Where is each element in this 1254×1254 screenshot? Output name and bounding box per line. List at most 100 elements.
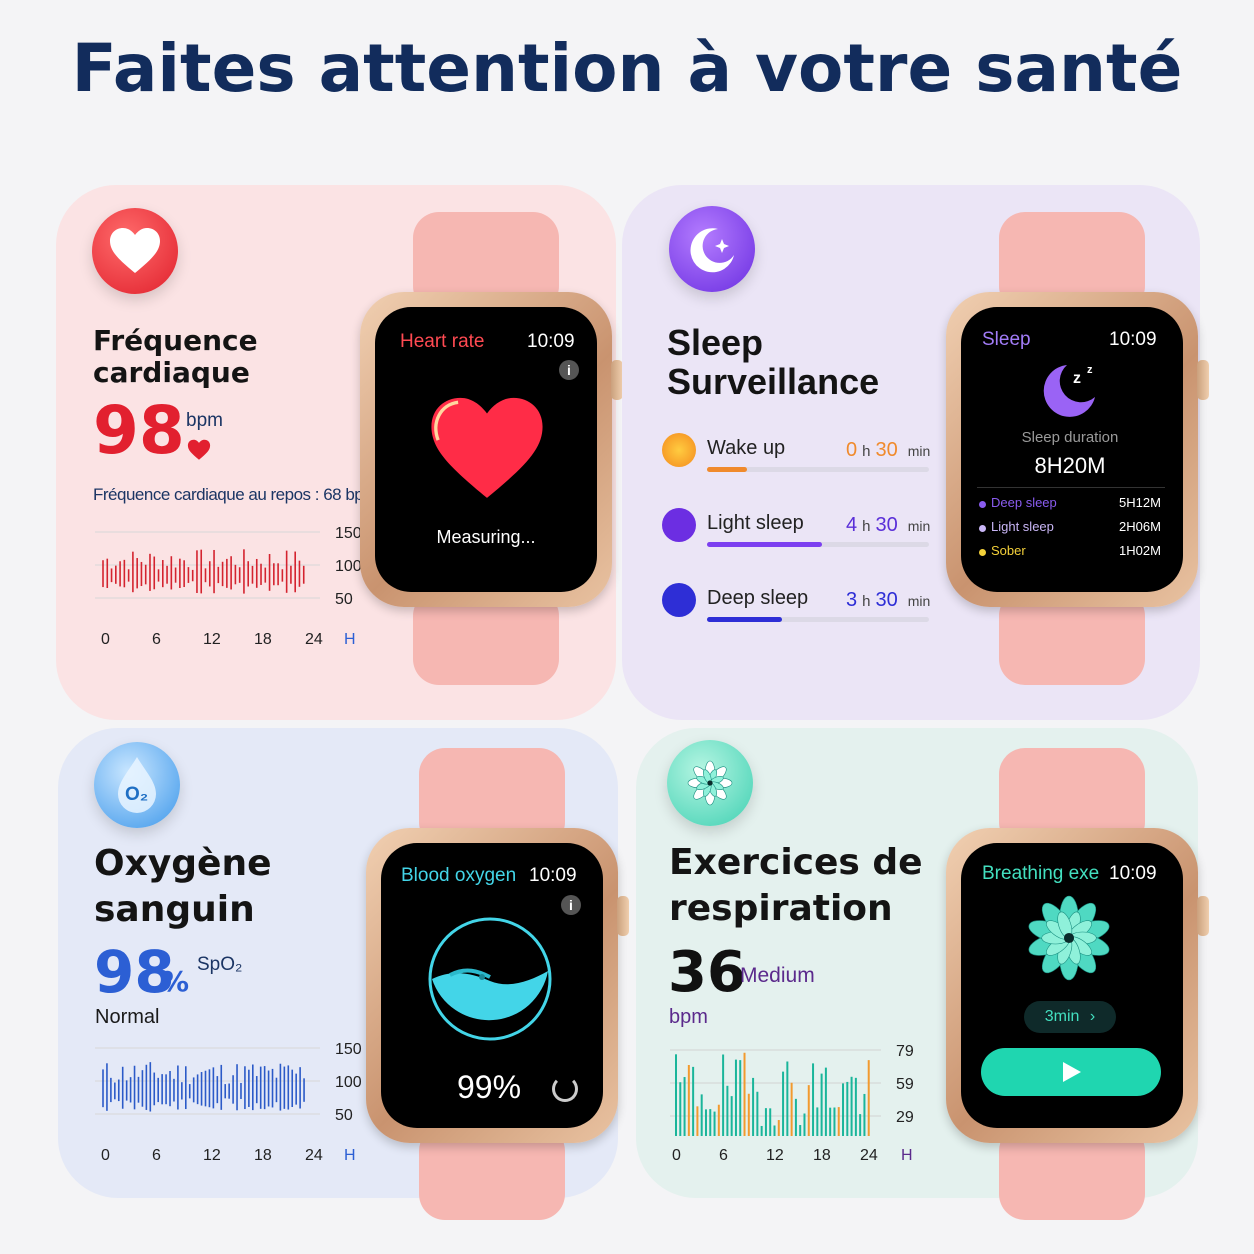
h-unit: h <box>862 518 871 535</box>
y-tick-label: 150 <box>335 525 362 542</box>
lotus-badge-icon <box>667 740 753 826</box>
minutes: 30 <box>875 439 898 461</box>
minutes: 30 <box>875 514 898 536</box>
info-icon[interactable]: i <box>559 360 579 380</box>
heart-unit: bpm <box>186 410 223 431</box>
oxygen-heading-line2: sanguin <box>94 889 255 930</box>
sleep-fill <box>707 467 747 472</box>
duration-pill[interactable]: 3min › <box>1024 1001 1116 1033</box>
oxygen-percent: % <box>161 965 190 998</box>
sleep-heading-line1: Sleep <box>667 322 764 363</box>
y-tick-label: 100 <box>335 1074 362 1091</box>
x-tick-label: 6 <box>719 1147 728 1164</box>
oxygen-drop-badge-icon: O₂ <box>94 742 180 828</box>
oxygen-value: 98 <box>94 938 175 1006</box>
sleep-item-label: Light sleep <box>991 519 1054 534</box>
refresh-icon[interactable] <box>552 1076 578 1102</box>
heart-value: 98 <box>93 392 185 469</box>
x-tick-label: 6 <box>152 1147 161 1164</box>
heart-badge-icon <box>92 208 178 294</box>
lotus-center <box>1063 932 1075 944</box>
sleep-watch-screen: Sleep 10:09 z z Sleep duration 8H20M Dee… <box>961 307 1183 592</box>
h-unit: h <box>862 593 871 610</box>
sleep-row-label: Deep sleep <box>707 587 809 609</box>
hours: 4 <box>846 514 858 536</box>
x-tick-label: 0 <box>672 1147 681 1164</box>
sleep-row-value: 4 h 30 min <box>846 514 930 537</box>
oxygen-chart: 150 100 50 0 6 12 18 24 H <box>95 1041 362 1164</box>
sleep-item-value: 1H02M <box>1119 543 1161 558</box>
sleep-fill <box>707 542 822 547</box>
x-tick-label: 18 <box>254 631 272 648</box>
sleep-item-label: Sober <box>991 543 1026 558</box>
sleep-item-label: Deep sleep <box>991 495 1057 510</box>
legend-dot <box>979 501 986 508</box>
oxygen-watch-time: 10:09 <box>529 865 577 886</box>
moon-badge-icon <box>669 206 755 292</box>
sleep-heading-line2: Surveillance <box>667 361 880 402</box>
heart-heading: Fréquence cardiaque <box>93 325 258 389</box>
sleep-fill <box>707 617 782 622</box>
breathing-watch-screen: Breathing exe 10:09 3min › <box>961 843 1183 1128</box>
hours: 3 <box>846 589 858 611</box>
y-tick-label: 79 <box>896 1043 914 1060</box>
legend-dot <box>979 549 986 556</box>
breathing-heading: Exercices de respiration <box>669 840 923 932</box>
x-tick-label: 18 <box>254 1147 272 1164</box>
y-tick-label: 100 <box>335 558 362 575</box>
x-tick-label: 12 <box>203 631 221 648</box>
legend-dot <box>979 525 986 532</box>
min-unit: min <box>907 443 931 459</box>
heart-watch-status: Measuring... <box>436 527 536 547</box>
y-tick-label: 50 <box>335 591 353 608</box>
oxygen-watch-value: 99% <box>457 1069 522 1105</box>
info-icon[interactable]: i <box>561 895 581 915</box>
page-title: Faites attention à votre santé <box>71 30 1183 107</box>
min-unit: min <box>907 593 931 609</box>
sleep-moon-icon: z z <box>1043 364 1095 417</box>
sleep-watch-time: 10:09 <box>1109 329 1157 350</box>
svg-text:z: z <box>1073 370 1081 387</box>
x-tick-label: 24 <box>305 1147 323 1164</box>
y-tick-label: 59 <box>896 1076 914 1093</box>
sleep-row-value: 0 h 30 min <box>846 439 930 462</box>
x-tick-label: 24 <box>860 1147 878 1164</box>
heart-small-icon <box>187 439 211 460</box>
x-tick-label: 12 <box>203 1147 221 1164</box>
x-tick-label: 0 <box>101 1147 110 1164</box>
x-tick-label: 18 <box>813 1147 831 1164</box>
moon-icon <box>662 508 696 542</box>
x-unit-label: H <box>901 1147 913 1164</box>
oxygen-watch-crown <box>617 896 629 936</box>
breathing-unit: bpm <box>669 1006 708 1028</box>
breathing-level: Medium <box>740 964 815 987</box>
sleep-track <box>707 617 929 622</box>
x-unit-label: H <box>344 1147 356 1164</box>
play-button[interactable] <box>981 1048 1161 1096</box>
h-unit: h <box>862 443 871 460</box>
x-tick-label: 24 <box>305 631 323 648</box>
oxygen-watch-screen: Blood oxygen 10:09 i 99% <box>381 843 603 1128</box>
oxygen-status: Normal <box>95 1006 160 1028</box>
oxygen-gauge <box>428 917 552 1041</box>
heart-watch-time: 10:09 <box>527 331 575 352</box>
x-tick-label: 12 <box>766 1147 784 1164</box>
sleep-item-value: 2H06M <box>1119 519 1161 534</box>
breathing-watch-crown <box>1197 896 1209 936</box>
heart-resting: Fréquence cardiaque au repos : 68 bpm <box>93 485 377 504</box>
sun-icon <box>662 433 696 467</box>
hours: 0 <box>846 439 858 461</box>
sleep-duration-value: 8H20M <box>1034 453 1106 478</box>
o2-label: O₂ <box>125 784 148 805</box>
chevron-right-icon: › <box>1089 1008 1096 1025</box>
lotus-center <box>707 780 713 786</box>
breathing-watch-title: Breathing exe <box>982 863 1100 884</box>
min-unit: min <box>907 518 931 534</box>
y-tick-label: 29 <box>896 1109 914 1126</box>
sleep-row-label: Light sleep <box>707 512 804 534</box>
svg-text:z: z <box>1087 364 1093 376</box>
divider <box>977 487 1165 488</box>
y-tick-label: 150 <box>335 1041 362 1058</box>
heart-watch-crown <box>611 360 623 400</box>
sleep-row-value: 3 h 30 min <box>846 589 930 612</box>
